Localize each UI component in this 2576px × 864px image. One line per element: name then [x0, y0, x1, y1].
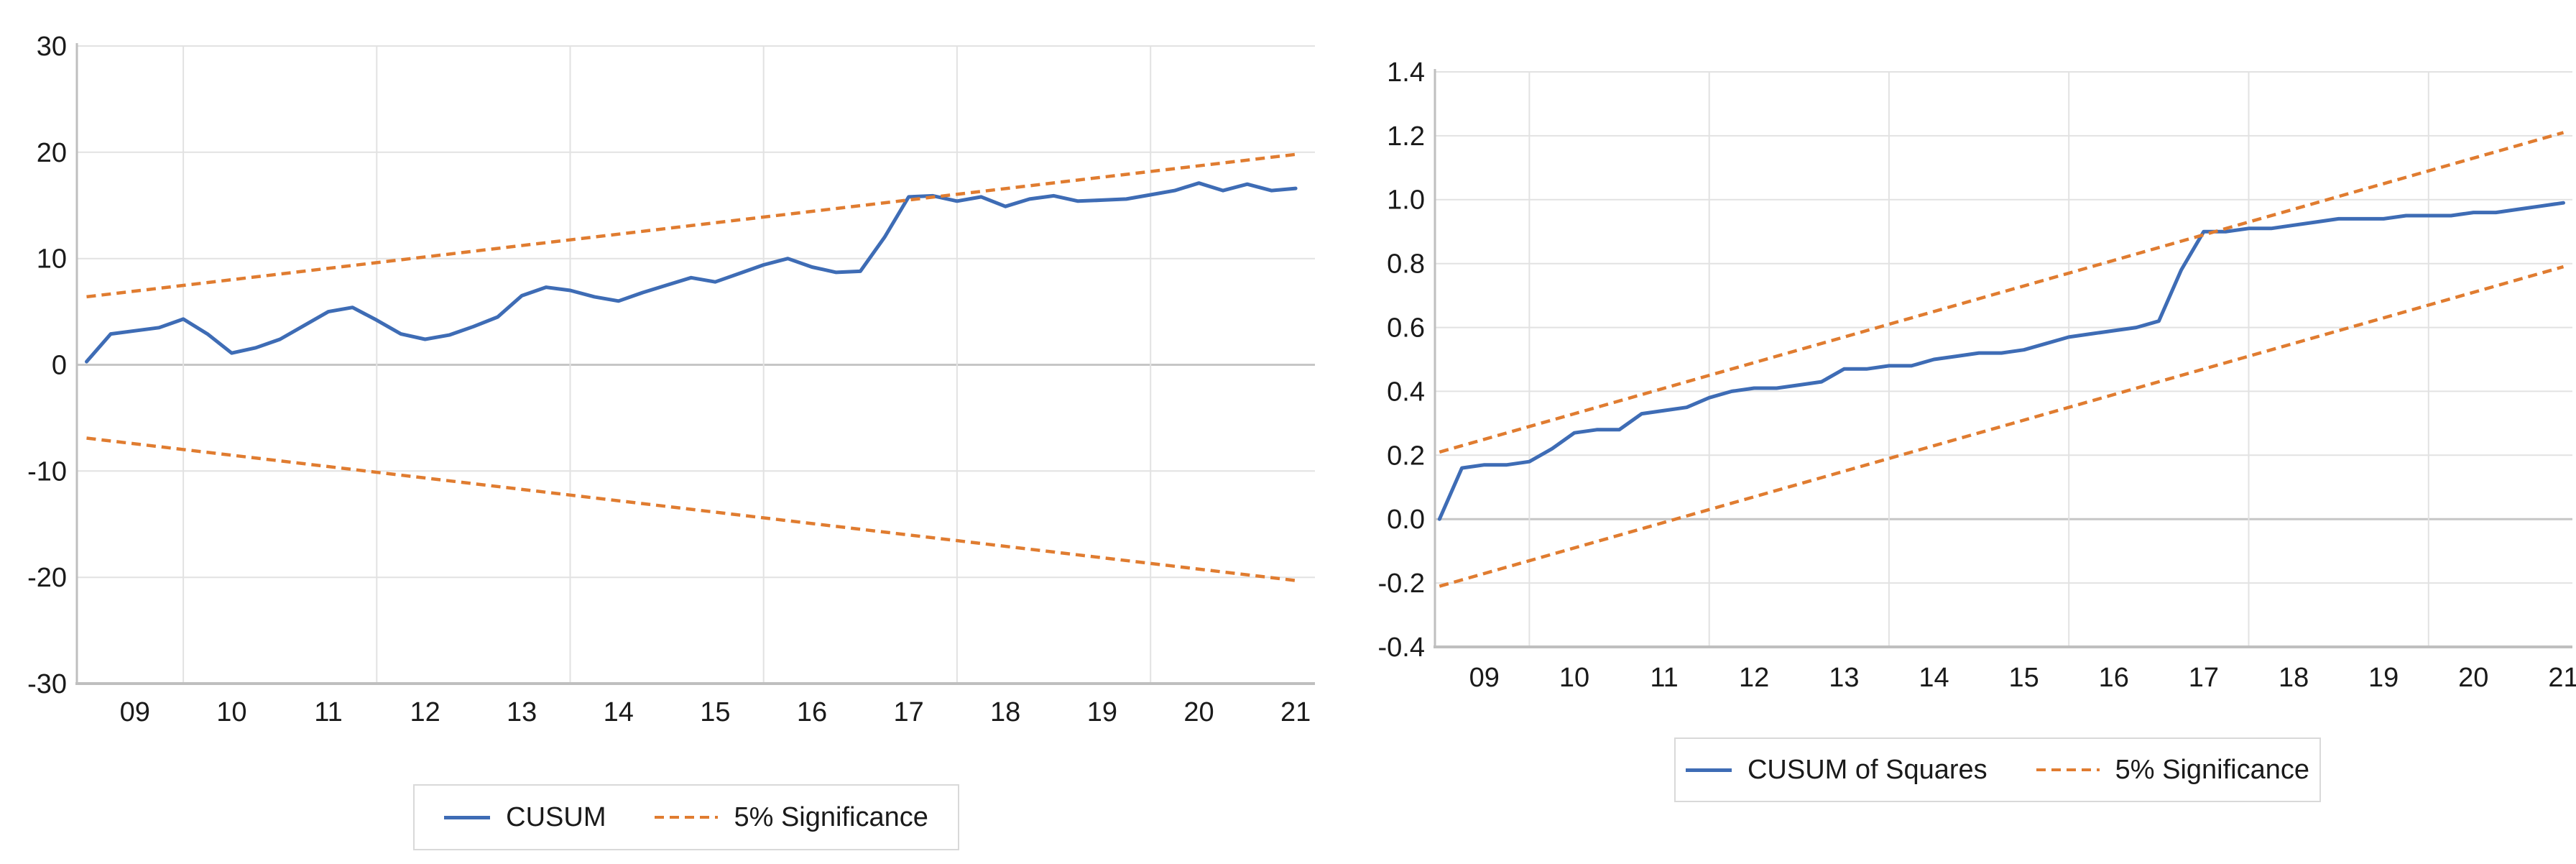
x-axis-tick-label: 15: [2009, 663, 2039, 693]
x-axis-tick-label: 14: [604, 697, 634, 727]
y-axis-tick-label: 1.4: [1387, 58, 1425, 88]
cusum-line: [85, 181, 1298, 364]
x-axis-tick-label: 18: [990, 697, 1020, 727]
y-axis-tick-label: -10: [27, 456, 67, 487]
x-axis-tick-label: 12: [1739, 663, 1769, 693]
y-axis-tick-label: 0: [52, 350, 67, 380]
x-axis-tick-label: 11: [1650, 663, 1678, 693]
x-axis-tick-label: 21: [2548, 663, 2576, 693]
x-axis-tick-label: 09: [1469, 663, 1500, 693]
x-axis-tick-label: 13: [1829, 663, 1859, 693]
legend-label-cusum-of-squares: CUSUM of Squares: [1747, 754, 1988, 785]
y-axis-tick-label: -20: [27, 563, 67, 593]
cusum-of-squares-line: [1437, 201, 2565, 521]
y-axis-tick-label: 20: [37, 138, 67, 168]
y-axis-tick-label: -30: [27, 669, 67, 699]
significance-upper-line: [86, 152, 1296, 299]
x-axis-tick-label: 19: [1087, 697, 1117, 727]
cusum-of-squares-chart-plot: 1.4 1.2 1.0 0.8 0.6 0.4 0.2 0.0 -0.2 -0.4 09 10 11 12…: [1378, 58, 2576, 693]
legend-label-significance: 5% Significance: [2115, 754, 2310, 785]
x-axis-tick-label: 19: [2368, 663, 2399, 693]
cusum-line-swatch: [444, 815, 491, 819]
y-axis-tick-label: -0.2: [1378, 569, 1425, 599]
x-axis-tick-label: 15: [700, 697, 730, 727]
significance-line-swatch: [655, 816, 719, 819]
y-axis-tick-label: 0.8: [1387, 249, 1425, 280]
x-axis-tick-label: 18: [2279, 663, 2309, 693]
legend-label-cusum: CUSUM: [506, 801, 606, 832]
x-axis-tick-label: 09: [120, 697, 150, 727]
x-axis-tick-label: 21: [1280, 697, 1311, 727]
y-axis-tick-label: 0.6: [1387, 313, 1425, 344]
cusum-of-squares-line-swatch: [1685, 768, 1732, 772]
cusum-chart-plot: 30 20 10 0 -10 -20 -30 09 10 11 12 13 14 15 16 17 18 19 20…: [27, 32, 1315, 727]
legend-label-significance: 5% Significance: [734, 801, 928, 832]
y-axis-tick-label: 10: [37, 244, 67, 275]
y-axis-tick-label: 1.0: [1387, 185, 1425, 216]
x-axis-tick-label: 20: [1183, 697, 1214, 727]
y-axis-tick-label: 30: [37, 32, 67, 62]
cusum-of-squares-legend: CUSUM of Squares 5% Significance: [1674, 737, 2321, 802]
significance-lower-line: [86, 436, 1296, 582]
significance-line-swatch: [2036, 768, 2100, 771]
legend-item-cusum: CUSUM: [444, 802, 606, 833]
significance-upper-line: [1439, 131, 2565, 454]
y-axis-tick-label: 0.0: [1387, 505, 1425, 535]
x-axis-tick-label: 14: [1919, 663, 1949, 693]
x-axis-tick-label: 11: [314, 697, 342, 727]
y-axis-tick-label: -0.4: [1378, 633, 1425, 663]
x-axis-tick-label: 17: [2189, 663, 2219, 693]
cusum-legend: CUSUM 5% Significance: [413, 784, 959, 850]
x-axis-tick-label: 17: [893, 697, 923, 727]
legend-item-cusum-of-squares: CUSUM of Squares: [1685, 754, 1988, 786]
x-axis-tick-label: 13: [507, 697, 537, 727]
x-axis-tick-label: 12: [410, 697, 440, 727]
significance-lower-line: [1439, 265, 2565, 588]
y-axis-tick-label: 0.2: [1387, 441, 1425, 471]
x-axis-tick-label: 10: [216, 697, 246, 727]
legend-item-significance: 5% Significance: [655, 802, 928, 833]
y-axis-tick-label: 1.2: [1387, 121, 1425, 152]
y-axis-tick-label: 0.4: [1387, 377, 1425, 407]
x-axis-tick-label: 10: [1559, 663, 1589, 693]
x-axis-tick-label: 16: [2099, 663, 2129, 693]
x-axis-tick-label: 16: [797, 697, 827, 727]
legend-item-significance: 5% Significance: [2036, 755, 2309, 786]
x-axis-tick-label: 20: [2458, 663, 2488, 693]
